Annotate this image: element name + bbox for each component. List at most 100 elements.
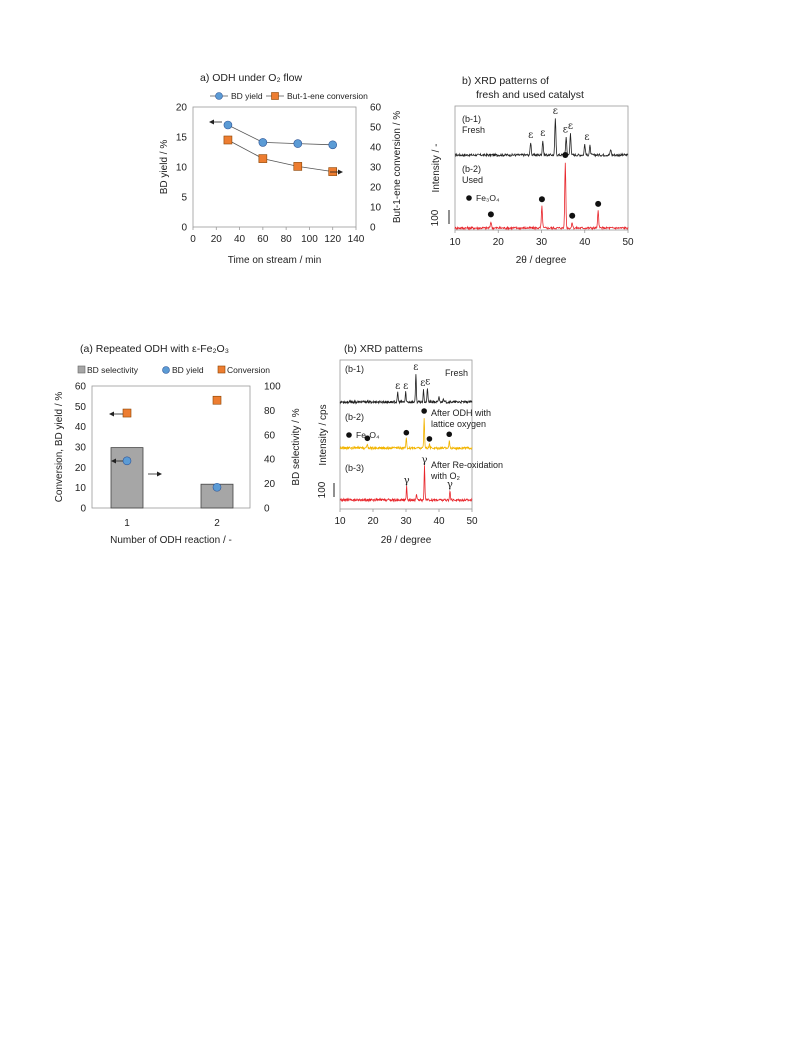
- bottom-a-bd-yield-point: [212, 482, 222, 492]
- top-b-epsilon-marker: ε: [553, 106, 558, 117]
- top-b-y-axis-label: Intensity / -: [431, 144, 442, 193]
- bottom-b-fe3o4-marker: [364, 435, 371, 442]
- top-b-fe3o4-legend: Fe₃O₄: [476, 193, 500, 203]
- top-a-y2-tick-label: 0: [370, 223, 376, 234]
- top-b-fe3o4-marker: [595, 200, 602, 207]
- top-b-epsilon-marker: ε: [568, 121, 573, 132]
- bottom-a-title: (a) Repeated ODH with ε-Fe₂O₃: [80, 343, 229, 355]
- bottom-a-y2-tick-label: 0: [264, 504, 270, 515]
- bottom-b-phase-marker: ε: [395, 381, 400, 392]
- bottom-a-y2-tick-label: 20: [264, 479, 276, 490]
- top-b-trace2-label2: Used: [462, 175, 483, 185]
- bottom-b-phase-marker: γ: [447, 479, 453, 490]
- legend-marker-bd-yield-2: [162, 366, 170, 374]
- bottom-a-y-tick-label: 30: [75, 443, 87, 454]
- top-a-y2-tick-label: 10: [370, 203, 382, 214]
- top-a-x-tick-label: 40: [234, 234, 246, 245]
- top-a-axis-arrows: [209, 119, 343, 175]
- bottom-b-xrd-trace: [339, 465, 473, 503]
- top-a-y2-tick-label: 30: [370, 163, 382, 174]
- chart-top-b: b) XRD patterns of fresh and used cataly…: [430, 75, 634, 266]
- bottom-b-x-tick-label: 30: [400, 516, 412, 527]
- bottom-a-y-tick-label: 0: [80, 504, 86, 515]
- top-a-bd-yield-point: [223, 120, 233, 130]
- top-b-fe3o4-marker: [569, 212, 576, 219]
- top-b-x-tick-label: 10: [449, 237, 461, 248]
- top-b-fe3o4-legend-marker: [466, 195, 472, 201]
- top-b-epsilon-marker: ε: [528, 130, 533, 141]
- bottom-a-bd-yield-point: [122, 456, 132, 466]
- bottom-a-y2-axis-label: BD selectivity / %: [291, 408, 302, 485]
- top-a-y2-axis-label: But-1-ene conversion / %: [392, 111, 403, 223]
- top-a-x-tick-label: 80: [281, 234, 293, 245]
- bottom-b-scale-label: 100: [317, 481, 328, 498]
- top-a-conversion-point: [223, 135, 233, 145]
- legend-bd-selectivity: BD selectivity: [87, 365, 139, 375]
- bottom-b-xrd-trace: [339, 418, 473, 451]
- top-a-y-tick-label: 15: [176, 133, 188, 144]
- bottom-a-y2-tick-label: 80: [264, 406, 276, 417]
- bottom-a-x-axis-label: Number of ODH reaction / -: [110, 535, 232, 546]
- bottom-b-fe3o4-marker: [426, 436, 433, 442]
- top-b-fe3o4-marker: [487, 211, 494, 218]
- top-b-scale-label: 100: [430, 209, 441, 226]
- bottom-a-y2-tick-label: 60: [264, 430, 276, 441]
- top-a-bd-yield-point: [258, 138, 268, 147]
- legend-marker-bd-selectivity: [77, 365, 86, 374]
- top-b-x-axis-label: 2θ / degree: [516, 255, 567, 266]
- bottom-a-axis-arrows: [109, 411, 162, 477]
- bottom-a-conversion-point: [212, 395, 222, 405]
- top-a-x-tick-label: 20: [211, 234, 223, 245]
- bottom-b-trace1-label1: (b-1): [345, 364, 364, 374]
- bottom-a-y-tick-label: 60: [75, 382, 87, 393]
- chart-top-a: a) ODH under O₂ flow BD yield But-1-ene …: [159, 72, 403, 266]
- bottom-a-y-tick-label: 40: [75, 422, 87, 433]
- bottom-b-fe3o4-marker: [421, 408, 427, 414]
- chart-bottom-b: (b) XRD patterns 10 20 30 40 50 2θ / degree …: [317, 343, 503, 546]
- bottom-a-x-tick-label: 1: [124, 518, 130, 529]
- top-b-x-tick-label: 30: [536, 237, 548, 248]
- bottom-a-x-tick-label: 2: [214, 518, 220, 529]
- legend-bd-yield-2: BD yield: [172, 365, 204, 375]
- top-a-title: a) ODH under O₂ flow: [200, 72, 303, 84]
- legend-conversion-2: Conversion: [227, 365, 270, 375]
- top-a-y-tick-label: 0: [181, 223, 187, 234]
- bottom-a-bd-selectivity-bar: [110, 447, 144, 509]
- top-a-bd-yield-point: [328, 140, 338, 150]
- top-b-trace2-label1: (b-2): [462, 164, 481, 174]
- top-a-y-tick-label: 5: [181, 193, 187, 204]
- top-b-xrd-trace: [454, 162, 629, 231]
- bottom-a-conversion-point: [122, 408, 132, 418]
- bottom-a-y-tick-label: 50: [75, 402, 87, 413]
- top-a-x-tick-label: 60: [257, 234, 269, 245]
- top-a-conversion-point: [258, 154, 268, 163]
- legend-marker-bd-yield: [215, 92, 223, 100]
- legend-but-1-ene-conversion: But-1-ene conversion: [287, 91, 368, 101]
- bottom-b-trace2-label2: After ODH with: [431, 408, 491, 418]
- legend-bd-yield: BD yield: [231, 91, 263, 101]
- top-a-y2-tick-label: 60: [370, 103, 382, 114]
- bottom-a-legend: BD selectivity BD yield Conversion: [77, 365, 270, 375]
- bottom-b-phase-marker: ε: [403, 381, 408, 392]
- top-a-x-axis-label: Time on stream / min: [228, 255, 322, 266]
- top-a-y-tick-label: 10: [176, 163, 188, 174]
- bottom-a-plot-area: [91, 385, 251, 509]
- top-a-x-tick-label: 120: [324, 234, 341, 245]
- top-a-y2-tick-label: 40: [370, 143, 382, 154]
- top-b-epsilon-marker: ε: [584, 132, 589, 143]
- top-a-x-tick-label: 100: [301, 234, 318, 245]
- top-b-fe3o4-marker: [562, 152, 569, 158]
- top-a-series-line: [227, 124, 333, 146]
- top-b-fe3o4-marker: [538, 196, 545, 203]
- top-a-y2-tick-label: 20: [370, 183, 382, 194]
- bottom-b-phase-marker: γ: [404, 475, 410, 486]
- bottom-a-y-tick-label: 10: [75, 483, 87, 494]
- legend-marker-conversion-2: [217, 365, 226, 374]
- bottom-a-y-axis-label: Conversion, BD yield / %: [54, 392, 65, 503]
- bottom-b-xrd-trace: [339, 374, 473, 405]
- top-b-x-tick-label: 50: [622, 237, 634, 248]
- top-b-epsilon-marker: ε: [540, 128, 545, 139]
- bottom-b-fe3o4-marker: [446, 431, 453, 438]
- bottom-b-trace1-label2: Fresh: [445, 368, 468, 378]
